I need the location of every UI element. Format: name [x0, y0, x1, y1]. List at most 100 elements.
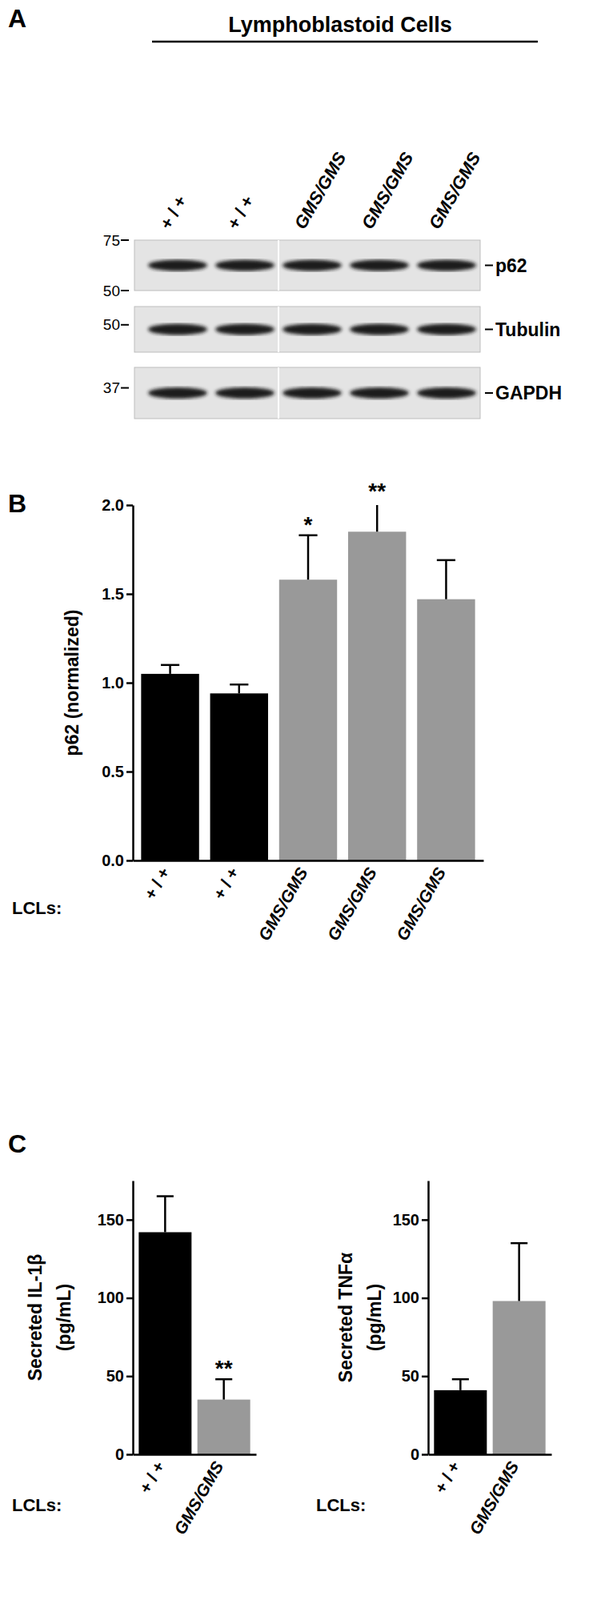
error-cap	[510, 1242, 528, 1245]
bar	[210, 693, 269, 861]
band	[148, 324, 208, 336]
y-tick-label: 50	[401, 1366, 420, 1385]
y-tick: 0.0	[101, 851, 133, 870]
x-tick: + / +	[135, 1454, 169, 1496]
y-tick-mark	[126, 1375, 133, 1379]
x-tick-label: + / +	[430, 1458, 464, 1497]
x-axis: + / ++ / +GMS/GMSGMS/GMSGMS/GMS	[133, 860, 485, 944]
x-tick: + / +	[430, 1454, 464, 1496]
y-axis: 0.00.51.01.52.0	[101, 496, 133, 870]
x-tick: GMS/GMS	[254, 860, 312, 944]
y-tick-mark	[126, 1453, 133, 1456]
lane-label: GMS/GMS	[357, 148, 418, 233]
x-label: LCLs:	[12, 897, 62, 918]
y-tick-mark	[126, 859, 133, 862]
band	[349, 387, 409, 399]
title-underline	[152, 40, 538, 44]
bar-chart: ***0.00.51.01.52.0+ / ++ / +GMS/GMSGMS/G…	[12, 478, 485, 944]
y-tick: 0	[115, 1445, 133, 1463]
y-tick-mark	[126, 1297, 133, 1300]
error-cap	[156, 1194, 174, 1198]
error-bar	[459, 1378, 462, 1391]
y-tick-label: 0.5	[101, 762, 125, 781]
y-axis: 0 50 100 150	[97, 1181, 134, 1463]
figure: ABCLymphoblastoid Cells+ / ++ / +GMS/GMS…	[0, 0, 605, 1600]
x-axis: + / +GMS/GMS	[133, 1454, 257, 1538]
band	[416, 324, 477, 336]
x-tick-label: GMS/GMS	[170, 1458, 228, 1538]
blot-panel: 7550p62	[103, 232, 528, 300]
error-cap	[229, 683, 249, 686]
error-cap	[436, 559, 456, 562]
x-axis-line	[133, 859, 485, 862]
band	[349, 260, 409, 272]
blot-background	[134, 306, 481, 353]
y-tick: 100	[392, 1288, 429, 1307]
y-tick: 100	[97, 1288, 133, 1307]
y-tick-mark	[421, 1375, 429, 1379]
x-tick: + / +	[209, 860, 243, 902]
y-tick-label: 100	[97, 1288, 125, 1307]
bar	[348, 531, 406, 861]
band	[416, 260, 477, 272]
blot-background	[134, 240, 481, 291]
lane-label: GMS/GMS	[290, 148, 351, 233]
band	[148, 387, 208, 399]
y-tick-mark	[126, 504, 133, 507]
y-tick: 50	[401, 1366, 429, 1385]
y-tick: 0.5	[101, 762, 133, 781]
y-tick-label: 50	[106, 1366, 125, 1385]
marker-dash	[120, 239, 129, 241]
y-tick: 150	[97, 1210, 133, 1229]
x-axis: + / +GMS/GMS	[428, 1454, 553, 1538]
error-bar	[517, 1242, 521, 1301]
error-bar	[307, 535, 310, 581]
x-tick-label: GMS/GMS	[465, 1458, 523, 1538]
y-tick-mark	[126, 1218, 133, 1222]
marker-label: 75	[103, 232, 121, 249]
y-tick-label: 150	[392, 1210, 420, 1229]
y-label: (pg/mL)	[53, 1283, 75, 1351]
marker-dash	[120, 289, 129, 292]
y-tick: 1.5	[101, 584, 133, 603]
protein-label: GAPDH	[495, 382, 562, 404]
error-bar	[376, 504, 379, 532]
lane-label: + / +	[156, 192, 192, 233]
marker-label: 37	[103, 379, 121, 397]
marker-dash	[120, 387, 129, 389]
y-axis-line	[427, 1181, 430, 1455]
y-tick-mark	[126, 681, 133, 685]
bar	[416, 599, 475, 861]
x-tick: GMS/GMS	[465, 1454, 523, 1538]
y-label: Secreted TNFα	[335, 1252, 357, 1383]
bars	[138, 1196, 250, 1455]
x-tick: GMS/GMS	[392, 860, 450, 944]
band	[282, 324, 342, 336]
y-label: p62 (normalized)	[61, 609, 83, 757]
y-tick-mark	[421, 1218, 429, 1222]
band	[215, 260, 275, 272]
band	[215, 387, 275, 399]
protein-dash	[484, 392, 493, 394]
splice-line	[277, 367, 280, 419]
blot-title: Lymphoblastoid Cells	[228, 12, 453, 37]
error-bar	[168, 665, 172, 674]
band	[349, 324, 409, 336]
y-axis-line	[132, 1181, 135, 1455]
marker-dash	[120, 324, 129, 326]
error-bar	[222, 1378, 225, 1399]
y-tick-label: 2.0	[101, 496, 125, 514]
bar	[279, 579, 337, 861]
bar	[140, 673, 199, 861]
x-label: LCLs:	[316, 1494, 366, 1515]
bar	[433, 1390, 487, 1455]
y-axis: 050100150	[392, 1181, 429, 1463]
x-axis-line	[428, 1453, 553, 1456]
panel-label: C	[8, 1129, 27, 1158]
y-tick-mark	[126, 770, 133, 774]
panel-label: A	[8, 4, 27, 33]
blot: Lymphoblastoid Cells+ / ++ / +GMS/GMSGMS…	[103, 12, 562, 419]
protein-label: p62	[495, 255, 528, 277]
y-tick-label: 150	[97, 1210, 125, 1229]
band	[282, 260, 342, 272]
